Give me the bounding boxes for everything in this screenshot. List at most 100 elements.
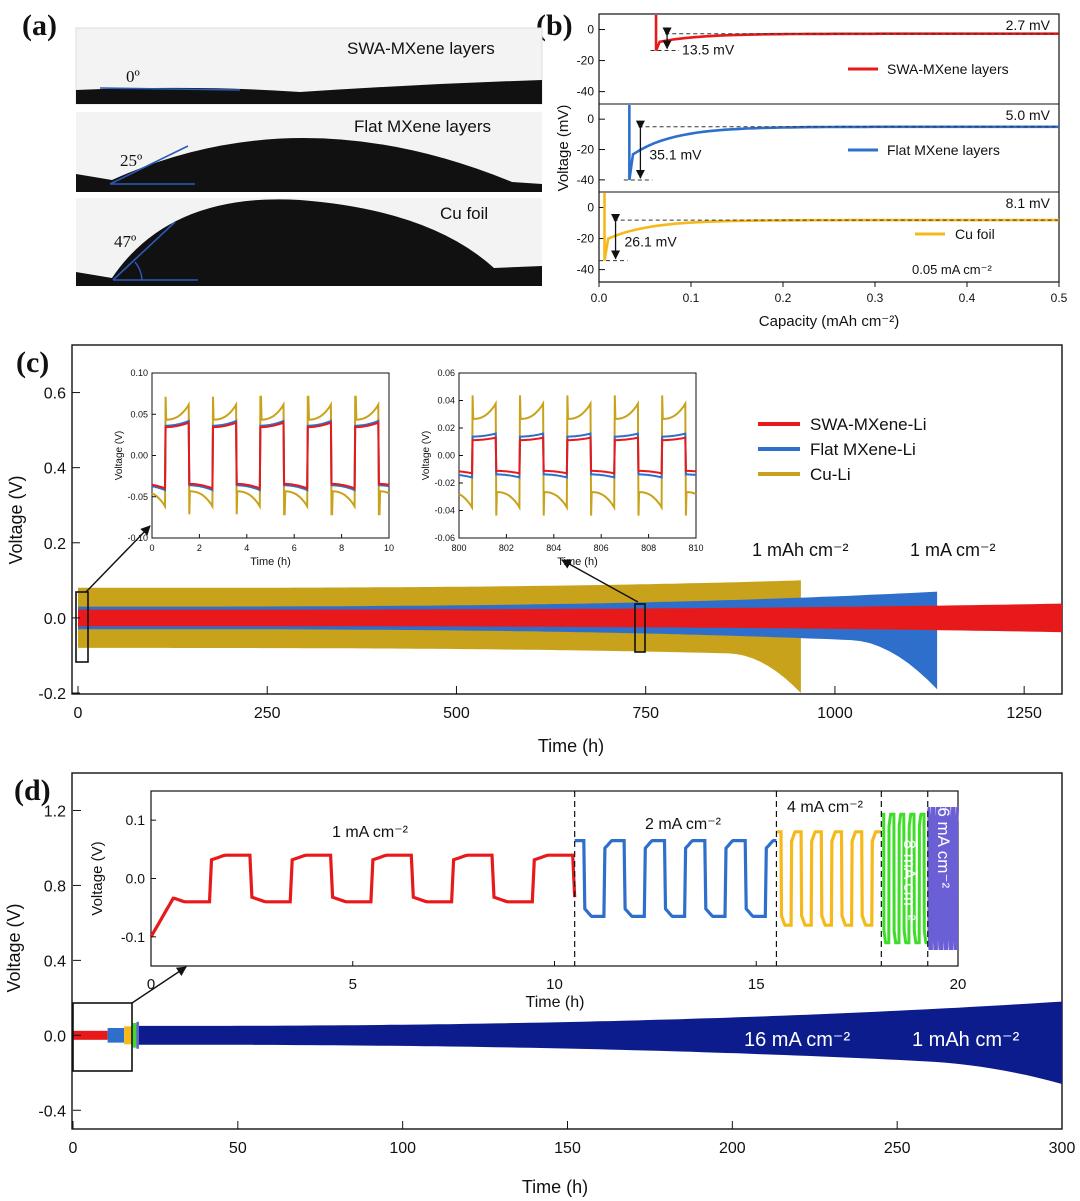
inset-y-tick-label: 0.00 — [437, 451, 455, 461]
inset-x-tick-label: 806 — [594, 543, 609, 553]
x-tick-label: 100 — [389, 1140, 416, 1157]
inset-x-tick-label: 6 — [292, 543, 297, 553]
phase-label: 8 mA cm⁻² — [900, 840, 919, 921]
panel-d: 0 50 100 150 200 250 300-0.40.00.40.81.2 Time … — [4, 772, 1075, 1197]
x-tick-label: 1000 — [817, 705, 853, 722]
y-tick-label: 0.0 — [44, 1028, 66, 1045]
y-tick-label: -0.4 — [38, 1103, 66, 1120]
y-tick-label: 0.6 — [44, 386, 66, 403]
current-density-label: 0.05 mA cm⁻² — [912, 262, 992, 277]
panel-d-series — [73, 1001, 1063, 1084]
legend-label: SWA-MXene-Li — [810, 415, 927, 434]
inset-curve-0 — [151, 421, 390, 490]
voltage-band-0 — [78, 603, 1062, 633]
panel-c-frame — [71, 344, 1063, 695]
panel-d-inset: 1 mA cm⁻² 2 mA cm⁻² 4 mA cm⁻² 8 mA cm⁻² 16 m… — [89, 790, 967, 1011]
inset-x-tick-label: 8 — [339, 543, 344, 553]
x-tick-label: 500 — [443, 705, 470, 722]
inset-y-tick-label: -0.06 — [434, 533, 455, 543]
contact-angle-label: 25º — [120, 151, 142, 170]
y-tick-label: 0 — [587, 23, 594, 37]
x-tick-label: 0.4 — [959, 291, 976, 305]
panel-b-frame — [598, 13, 1060, 283]
x-tick-label: 50 — [229, 1140, 247, 1157]
photo-swa-mxene: SWA-MXene layers 0º — [75, 27, 543, 105]
inset-phase-curve — [881, 812, 928, 945]
plateau-label: 8.1 mV — [1006, 195, 1051, 211]
voltage-band-main — [135, 1001, 1063, 1084]
inset-y-axis-label: Voltage (V) — [89, 841, 106, 915]
x-tick-label: 0.3 — [867, 291, 884, 305]
y-tick-label: 0 — [587, 201, 594, 215]
inset-frame — [151, 372, 390, 539]
y-tick-label: -20 — [577, 232, 595, 246]
overpotential-label: 13.5 mV — [682, 41, 735, 57]
inset-y-axis-label: Voltage (V) — [114, 431, 125, 480]
panel-c-x-axis-label: Time (h) — [538, 736, 604, 756]
phase-band — [107, 1028, 125, 1043]
inset-x-tick-label: 800 — [451, 543, 466, 553]
panel-d-ticks: 0 50 100 150 200 250 300-0.40.00.40.81.2 — [38, 803, 1075, 1157]
inset-phase-curve — [574, 839, 777, 918]
inset-curve-2 — [458, 395, 697, 516]
x-tick-label: 1250 — [1006, 705, 1042, 722]
panel-a: SWA-MXene layers 0º Flat MXene layers 25… — [75, 27, 543, 286]
panel-b-rows: 0 -20 -40 13.5 mV 2.7 mV SWA-MXene layers 0 -20… — [577, 15, 1059, 277]
contact-angle-label: 0º — [126, 67, 140, 86]
x-tick-label: 0 — [74, 705, 83, 722]
inset-x-tick-label: 4 — [244, 543, 249, 553]
contact-angle-label: 47º — [114, 232, 136, 251]
overpotential-label: 35.1 mV — [649, 146, 702, 162]
x-tick-label: 250 — [254, 705, 281, 722]
annotation-capacity: 1 mAh cm⁻² — [912, 1029, 1020, 1051]
y-tick-label: 0 — [587, 112, 594, 126]
panel-c-series — [78, 580, 1062, 693]
inset-y-tick-label: 0.10 — [130, 368, 148, 378]
inset-phase-curve — [776, 830, 882, 927]
y-tick-label: 1.2 — [44, 803, 66, 820]
zoom-arrow-d — [131, 966, 187, 1004]
inset-x-axis-label: Time (h) — [526, 994, 585, 1011]
y-tick-label: 0.4 — [44, 461, 66, 478]
photo-flat-mxene: Flat MXene layers 25º — [76, 112, 542, 192]
inset-x-axis-label: Time (h) — [250, 556, 291, 568]
y-tick-label: 0.0 — [44, 611, 66, 628]
panel-c-ticks: 0 250 500 750 1000 1250 -0.2 0.0 0.2 0.4 0.6 — [38, 386, 1042, 722]
inset-x-tick-label: 15 — [748, 976, 765, 993]
phase-band — [136, 1021, 139, 1049]
inset-y-tick-label: -0.02 — [434, 478, 455, 488]
inset-y-tick-label: -0.04 — [434, 506, 455, 516]
x-tick-label: 200 — [719, 1140, 746, 1157]
inset-y-tick-label: 0.04 — [437, 396, 455, 406]
legend-label: Flat MXene layers — [887, 142, 1000, 158]
inset-x-tick-label: 20 — [950, 976, 967, 993]
y-tick-label: 0.2 — [44, 536, 66, 553]
inset-x-tick-label: 2 — [197, 543, 202, 553]
inset-y-tick-label: 0.00 — [130, 451, 148, 461]
x-tick-label: 300 — [1049, 1140, 1076, 1157]
panel-c-inset-2: 800 802 804 806 808 810 -0.06 -0.04 -0.02 0.00 0.0… — [421, 368, 704, 568]
zoom-box-d — [72, 1002, 133, 1072]
zoom-arrow-2 — [561, 559, 639, 603]
inset-y-tick-label: -0.1 — [121, 929, 145, 945]
inset-curve-1 — [151, 419, 390, 492]
panel-c-y-axis-label: Voltage (V) — [6, 475, 26, 564]
phase-label: 4 mA cm⁻² — [787, 799, 864, 816]
phase-label: 1 mA cm⁻² — [332, 824, 409, 841]
legend-label: SWA-MXene layers — [887, 61, 1009, 77]
inset-curve-0 — [459, 436, 697, 475]
plateau-label: 5.0 mV — [1006, 107, 1051, 123]
y-tick-label: -40 — [577, 173, 595, 187]
phase-band — [73, 1030, 108, 1040]
panel-c: 0 250 500 750 1000 1250 -0.2 0.0 0.2 0.4 0.6 Time … — [6, 344, 1063, 756]
inset-x-tick-label: 810 — [688, 543, 703, 553]
y-tick-label: -20 — [577, 54, 595, 68]
inset-y-tick-label: 0.05 — [130, 409, 148, 419]
x-tick-label: 0 — [69, 1140, 78, 1157]
inset-x-axis-label: Time (h) — [557, 556, 598, 568]
zoom-box-1 — [75, 591, 89, 663]
phase-label: 16 mA cm⁻² — [934, 798, 953, 889]
x-tick-label: 0.0 — [591, 291, 608, 305]
annotation-current: 1 mA cm⁻² — [910, 540, 996, 560]
